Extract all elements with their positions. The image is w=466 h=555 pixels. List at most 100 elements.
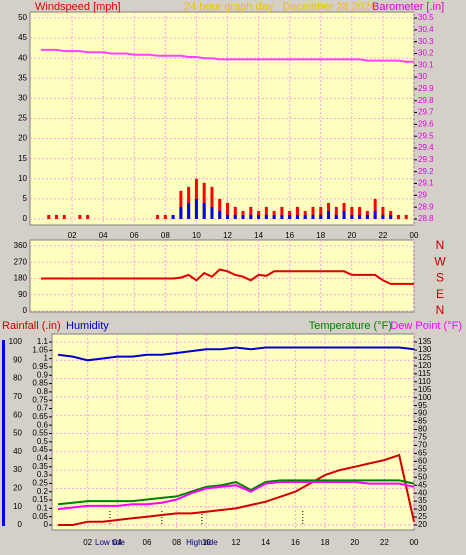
wind-bar — [202, 182, 206, 219]
y-tick-label: 0 — [23, 306, 28, 315]
wind-bar — [381, 214, 385, 219]
y-tick-label: 0.35 — [32, 462, 48, 471]
y2-tick-label: 28.8 — [418, 214, 434, 223]
y-tick-label: 1.1 — [37, 337, 49, 346]
wind-bar — [342, 202, 346, 219]
tide-label: Low tide — [95, 538, 125, 547]
wind-bar — [373, 198, 377, 219]
wind-bar — [319, 206, 323, 219]
x-tick-label: 06 — [143, 538, 152, 547]
x-tick-label: 16 — [291, 538, 300, 547]
y-tick-label: 0.1 — [37, 503, 49, 512]
y3-tick-label: 30 — [13, 465, 22, 474]
y3-tick-label: 80 — [13, 374, 22, 383]
y2-tick-label: 30.1 — [418, 60, 434, 69]
x-tick-label: 08 — [172, 538, 181, 547]
wind-bar — [233, 214, 237, 219]
y2-tick-label: 85 — [418, 417, 427, 426]
x-tick-label: 08 — [161, 231, 170, 240]
wind-bar — [179, 206, 183, 219]
x-tick-label: 00 — [410, 231, 419, 240]
tide-label: High tide — [186, 538, 218, 547]
wind-bar — [319, 214, 323, 219]
wind-bar — [295, 214, 299, 219]
y2-tick-label: 105 — [418, 385, 432, 394]
wind-bar — [334, 206, 338, 219]
direction-label: S — [436, 271, 444, 285]
wind-bar — [226, 202, 229, 219]
y-tick-label: 0 — [44, 520, 49, 529]
direction-label: W — [434, 254, 446, 268]
wind-bar — [218, 198, 222, 219]
y2-tick-label: 45 — [418, 480, 427, 489]
y2-tick-label: 28.9 — [418, 202, 434, 211]
y-tick-label: 20 — [18, 134, 27, 143]
wind-bar — [272, 214, 276, 219]
wind-bar — [249, 214, 253, 219]
wind-bar — [210, 186, 214, 219]
humidity-bar — [2, 340, 5, 526]
plot-area — [29, 239, 415, 313]
y2-tick-label: 29.2 — [418, 167, 434, 176]
y-tick-label: 0 — [23, 214, 28, 223]
x-tick-label: 00 — [410, 538, 419, 547]
wind-bar — [288, 214, 292, 219]
x-tick-label: 02 — [83, 538, 92, 547]
y-tick-label: 35 — [18, 73, 27, 82]
y2-tick-label: 29.5 — [418, 131, 434, 140]
wind-bar — [226, 214, 229, 219]
wind-bar — [187, 202, 191, 219]
y-tick-label: 40 — [18, 53, 27, 62]
legend-entry: Humidity — [66, 320, 109, 332]
y-tick-label: 0.65 — [32, 412, 48, 421]
y3-tick-label: 0 — [18, 520, 23, 529]
wind-bar — [389, 214, 393, 219]
y2-tick-label: 29.1 — [418, 179, 434, 188]
y-tick-label: 0.95 — [32, 362, 48, 371]
wind-bar — [350, 214, 354, 219]
series-line — [41, 48, 414, 63]
y-tick-label: 15 — [18, 154, 27, 163]
y-tick-label: 90 — [18, 290, 27, 299]
y-tick-label: 0.85 — [32, 379, 48, 388]
wind-bar — [264, 206, 268, 219]
y-axis-label: Windspeed [mph] — [35, 1, 121, 13]
y-tick-label: 0.25 — [32, 479, 48, 488]
y2-axis-label: Barometer [.in] — [372, 1, 444, 13]
x-tick-label: 22 — [380, 538, 389, 547]
x-tick-label: 18 — [316, 231, 325, 240]
wind-bar — [358, 206, 362, 219]
y-tick-label: 0.6 — [37, 420, 49, 429]
y2-tick-label: 65 — [418, 449, 427, 458]
wind-bar — [342, 210, 346, 219]
y2-tick-label: 25 — [418, 512, 427, 521]
wind-bar — [373, 210, 377, 219]
y2-tick-label: 100 — [418, 393, 432, 402]
y-tick-label: 0.3 — [37, 470, 49, 479]
direction-label: E — [436, 287, 444, 301]
x-tick-label: 22 — [378, 231, 387, 240]
y2-tick-label: 75 — [418, 433, 427, 442]
wind-bar — [264, 214, 268, 219]
y2-tick-label: 30.4 — [418, 25, 434, 34]
y2-tick-label: 30 — [418, 504, 427, 513]
y2-tick-label: 29 — [418, 190, 427, 199]
y-tick-label: 180 — [14, 274, 28, 283]
wind-bar — [257, 214, 261, 219]
x-tick-label: 14 — [254, 231, 263, 240]
y-tick-label: 45 — [18, 33, 27, 42]
x-tick-label: 04 — [99, 231, 108, 240]
wind-bar — [280, 206, 284, 219]
x-tick-label: 14 — [261, 538, 270, 547]
wind-bar — [202, 202, 206, 219]
y2-tick-label: 30 — [418, 72, 427, 81]
y2-tick-label: 20 — [418, 520, 427, 529]
y-tick-label: 360 — [14, 241, 28, 250]
y2-tick-label: 115 — [418, 369, 431, 378]
y2-tick-label: 30.2 — [418, 49, 434, 58]
x-tick-label: 12 — [223, 231, 232, 240]
x-tick-label: 18 — [321, 538, 330, 547]
legend-entry: Rainfall (.in) — [2, 320, 61, 332]
y2-tick-label: 29.6 — [418, 120, 434, 129]
